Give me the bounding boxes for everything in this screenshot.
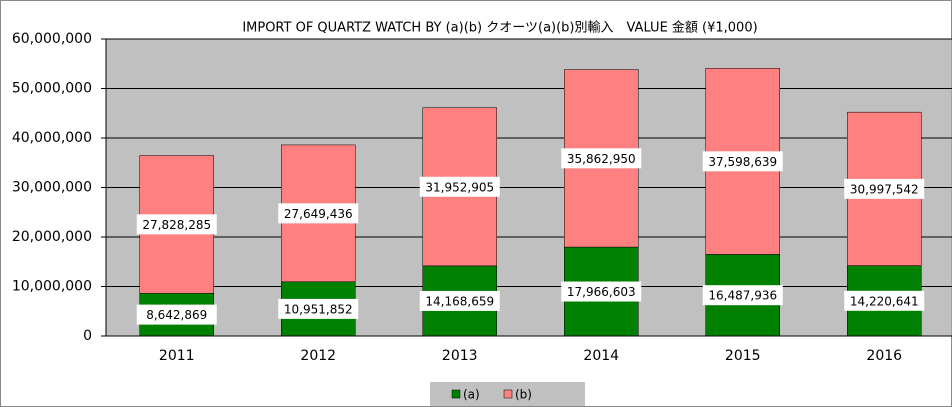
data-label: 37,598,639 <box>708 155 777 169</box>
x-tick-label: 2016 <box>866 348 902 364</box>
data-label-box <box>419 176 500 197</box>
data-label-box <box>419 290 500 311</box>
x-tick-label: 2014 <box>583 348 619 364</box>
data-label-box <box>844 178 925 199</box>
data-label: 14,168,659 <box>425 294 494 308</box>
y-tick-label: 30,000,000 <box>12 180 92 196</box>
x-tick-label: 2011 <box>159 348 195 364</box>
legend-label: (a) <box>463 388 480 402</box>
data-label-box <box>278 203 359 224</box>
y-tick-label: 0 <box>83 328 92 344</box>
data-label: 14,220,641 <box>850 294 919 308</box>
data-label-box <box>702 151 783 172</box>
data-label: 27,828,285 <box>142 218 211 232</box>
data-label-box <box>136 304 217 325</box>
legend-label: (b) <box>515 388 532 402</box>
y-tick-label: 60,000,000 <box>12 31 92 47</box>
legend-swatch <box>503 389 513 399</box>
data-label: 35,862,950 <box>567 152 636 166</box>
data-label: 27,649,436 <box>284 207 353 221</box>
data-label-box <box>561 281 642 302</box>
data-label: 17,966,603 <box>567 285 636 299</box>
chart-title: IMPORT OF QUARTZ WATCH BY (a)(b) クオーツ(a)… <box>242 20 757 36</box>
x-tick-label: 2015 <box>725 348 761 364</box>
y-tick-label: 40,000,000 <box>12 130 92 146</box>
data-label-box <box>278 298 359 319</box>
y-tick-label: 50,000,000 <box>12 81 92 97</box>
y-tick-label: 10,000,000 <box>12 279 92 295</box>
data-label-box <box>702 285 783 306</box>
data-label: 16,487,936 <box>708 289 777 303</box>
data-label: 8,642,869 <box>146 308 207 322</box>
data-label: 31,952,905 <box>425 180 494 194</box>
data-label: 10,951,852 <box>284 302 353 316</box>
data-label-box <box>844 290 925 311</box>
x-tick-label: 2012 <box>300 348 336 364</box>
data-label-box <box>561 148 642 169</box>
legend-swatch <box>451 389 461 399</box>
data-label-box <box>136 214 217 235</box>
y-tick-label: 20,000,000 <box>12 229 92 245</box>
data-label: 30,997,542 <box>850 182 919 196</box>
x-tick-label: 2013 <box>442 348 478 364</box>
